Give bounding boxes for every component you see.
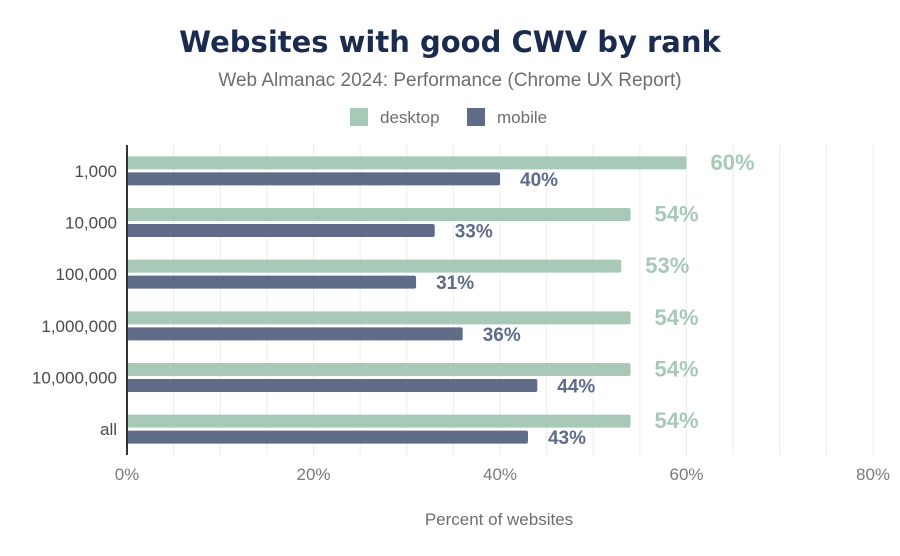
data-labels: 60% 40% 54% 33% 53% 31% 54% 36% 54% 44% 54% 43% (436, 150, 754, 449)
data-label-desktop: 54% (655, 357, 699, 382)
legend-label-mobile: mobile (497, 108, 547, 127)
bar-desktop (127, 156, 687, 170)
data-label-mobile: 33% (455, 222, 493, 243)
category-label: 1,000,000 (41, 317, 117, 336)
bar-desktop (127, 363, 631, 376)
category-label: 10,000 (65, 214, 117, 233)
legend-swatch-mobile (467, 108, 485, 126)
x-tick-label: 60% (669, 465, 703, 484)
category-labels: 1,000 10,000 100,000 1,000,000 10,000,000 all (32, 162, 117, 439)
bar-desktop (127, 311, 631, 325)
bar-mobile (127, 379, 538, 392)
bars (127, 156, 687, 444)
bar-mobile (127, 275, 417, 289)
data-label-mobile: 40% (520, 170, 558, 191)
chart-title: Websites with good CWV by rank (179, 25, 721, 59)
data-label-desktop: 54% (655, 408, 699, 433)
x-axis-title: Percent of websites (425, 510, 573, 529)
gridlines (173, 145, 874, 455)
bar-desktop (127, 208, 631, 221)
data-label-mobile: 36% (483, 325, 521, 346)
x-tick-label: 80% (856, 465, 890, 484)
data-label-desktop: 54% (655, 305, 699, 330)
bar-mobile (127, 172, 500, 186)
bar-mobile (127, 327, 463, 341)
data-label-desktop: 60% (711, 150, 755, 175)
category-label: 10,000,000 (32, 369, 117, 388)
category-label: 100,000 (56, 265, 117, 284)
data-label-mobile: 43% (548, 428, 586, 449)
bar-mobile (127, 430, 528, 444)
data-label-mobile: 31% (436, 273, 474, 294)
bar-mobile (127, 224, 435, 237)
data-label-mobile: 44% (557, 377, 595, 398)
chart-subtitle: Web Almanac 2024: Performance (Chrome UX… (218, 70, 681, 91)
data-label-desktop: 54% (655, 202, 699, 227)
x-tick-label: 20% (296, 465, 330, 484)
x-tick-label: 0% (115, 465, 140, 484)
data-label-desktop: 53% (645, 253, 689, 278)
legend-swatch-desktop (350, 108, 368, 126)
category-label: 1,000 (74, 162, 117, 181)
bar-desktop (127, 259, 622, 273)
legend-label-desktop: desktop (380, 108, 440, 127)
x-tick-labels: 0% 20% 40% 60% 80% (115, 465, 890, 484)
x-tick-label: 40% (483, 465, 517, 484)
category-label: all (100, 420, 117, 439)
legend: desktop mobile (350, 108, 547, 127)
bar-desktop (127, 414, 631, 428)
